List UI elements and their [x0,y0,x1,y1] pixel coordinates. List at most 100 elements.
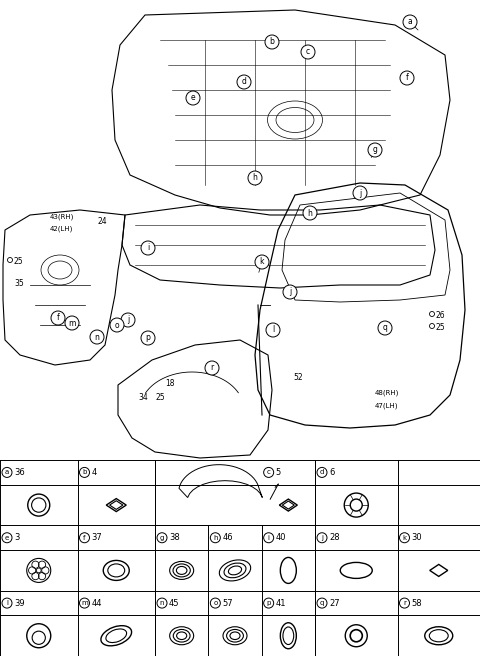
Circle shape [248,171,262,185]
Circle shape [301,45,315,59]
Text: 18: 18 [165,379,175,388]
Text: 48(RH): 48(RH) [375,390,399,396]
Text: 30: 30 [411,533,422,543]
Text: h: h [308,209,312,218]
Text: a: a [5,470,9,476]
Circle shape [141,331,155,345]
Circle shape [303,206,317,220]
Text: 25: 25 [14,258,24,266]
Text: p: p [266,600,271,606]
Text: 47(LH): 47(LH) [375,403,398,409]
Circle shape [264,598,274,608]
Circle shape [157,533,167,543]
Text: 41: 41 [276,598,286,607]
Circle shape [2,468,12,478]
Circle shape [264,533,274,543]
Text: 6: 6 [329,468,335,477]
Circle shape [400,71,414,85]
Text: f: f [83,535,86,541]
Circle shape [266,323,280,337]
Circle shape [110,318,124,332]
Text: c: c [267,470,271,476]
Circle shape [80,598,89,608]
Circle shape [80,468,89,478]
Circle shape [265,35,279,49]
Text: 34: 34 [138,394,148,403]
Circle shape [51,311,65,325]
Text: f: f [57,314,60,323]
Text: i: i [268,535,270,541]
Text: h: h [213,535,217,541]
Text: 37: 37 [92,533,102,543]
Text: 3: 3 [14,533,19,543]
Circle shape [210,598,220,608]
Text: d: d [320,470,324,476]
Bar [0,0,480,460]
Text: 26: 26 [436,312,445,321]
Circle shape [121,313,135,327]
Circle shape [317,598,327,608]
Text: 27: 27 [329,598,340,607]
Text: k: k [402,535,407,541]
Circle shape [399,533,409,543]
Text: j: j [321,535,323,541]
Text: 46: 46 [222,533,233,543]
Text: 36: 36 [14,468,25,477]
Text: j: j [289,287,291,297]
Circle shape [283,285,297,299]
Text: m: m [81,600,88,606]
Text: 39: 39 [14,598,24,607]
Text: 25: 25 [155,394,165,403]
Circle shape [353,186,367,200]
Circle shape [90,330,104,344]
Text: j: j [127,316,129,325]
Text: b: b [270,37,275,47]
Circle shape [141,241,155,255]
Circle shape [186,91,200,105]
Text: k: k [260,258,264,266]
Circle shape [403,15,417,29]
Circle shape [399,598,409,608]
Circle shape [157,598,167,608]
Circle shape [2,598,12,608]
Text: e: e [5,535,9,541]
Text: 38: 38 [169,533,180,543]
Text: 45: 45 [169,598,180,607]
Circle shape [255,255,269,269]
Text: e: e [191,94,195,102]
Text: r: r [210,363,214,373]
Text: h: h [252,173,257,182]
Text: o: o [213,600,217,606]
Text: j: j [359,188,361,197]
Text: 40: 40 [276,533,286,543]
Circle shape [317,468,327,478]
Circle shape [210,533,220,543]
Circle shape [80,533,89,543]
Circle shape [368,143,382,157]
Text: d: d [241,77,246,87]
Text: 25: 25 [436,323,445,333]
Text: r: r [403,600,406,606]
Text: l: l [6,600,8,606]
Circle shape [2,533,12,543]
Text: b: b [82,470,87,476]
Text: i: i [147,243,149,253]
Text: c: c [306,47,310,56]
Text: f: f [406,73,408,83]
Text: g: g [372,146,377,155]
Text: n: n [160,600,164,606]
Text: m: m [68,319,76,327]
Text: n: n [95,333,99,342]
Text: g: g [160,535,164,541]
Circle shape [65,316,79,330]
Text: q: q [383,323,387,333]
Circle shape [317,533,327,543]
Text: l: l [272,325,274,335]
Text: 24: 24 [97,218,107,226]
Text: 5: 5 [276,468,281,477]
Text: 52: 52 [293,373,302,382]
Text: p: p [145,333,150,342]
Circle shape [205,361,219,375]
Circle shape [264,468,274,478]
Text: 43(RH): 43(RH) [50,214,74,220]
